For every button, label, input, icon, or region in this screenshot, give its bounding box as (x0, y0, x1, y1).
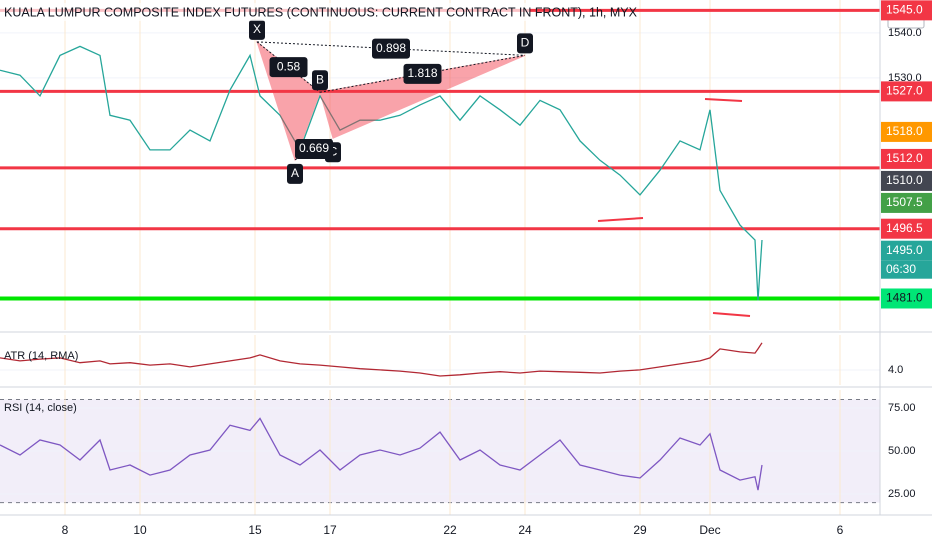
y-tick-label: 4.0 (888, 364, 903, 376)
ratio-box (403, 63, 442, 84)
series-line (0, 342, 763, 377)
x-tick-label: 17 (323, 523, 337, 537)
x-tick-label: 10 (133, 523, 147, 537)
y-tick-label: 50.00 (888, 445, 916, 457)
price-label-text: 1518.0 (886, 124, 923, 138)
pattern-label: X (253, 22, 261, 36)
price-label (881, 81, 932, 102)
ratio-box (372, 38, 410, 59)
series-line (0, 417, 763, 491)
x-tick-label: 8 (62, 523, 69, 537)
x-tick-label: 6 (837, 523, 844, 537)
pane-title: ATR (14, RMA) (4, 350, 78, 362)
pane-title: RSI (14, close) (4, 402, 77, 414)
price-label (881, 170, 932, 191)
pattern-point (249, 19, 265, 40)
chart-title: KUALA LUMPUR COMPOSITE INDEX FUTURES (CO… (4, 5, 638, 19)
pattern-label: D (521, 36, 530, 50)
price-label (881, 121, 932, 142)
price-label-text: 1507.5 (886, 195, 923, 209)
series-line (0, 45, 763, 301)
price-label-text: 1527.0 (886, 84, 923, 98)
price-label-text: 1510.0 (886, 173, 923, 187)
ratio-label: 0.669 (299, 141, 329, 155)
ratio-label: 1.818 (407, 66, 437, 80)
pattern-point (287, 163, 303, 184)
y-tick-label: 25.00 (888, 488, 916, 500)
countdown: 06:30 (886, 262, 916, 276)
pattern-dotted (256, 41, 526, 56)
drawing (712, 312, 751, 317)
x-tick-label: 15 (248, 523, 262, 537)
pattern-label: C (329, 144, 338, 158)
x-tick-label: 29 (633, 523, 647, 537)
price-label (881, 288, 932, 309)
y-tick-label: 1540.0 (888, 27, 922, 39)
x-tick-label: Dec (699, 523, 720, 537)
price-label-text: 1545.0 (886, 3, 923, 17)
x-tick-label: 24 (518, 523, 532, 537)
price-label-text: 1496.5 (886, 221, 923, 235)
ratio-box (269, 57, 308, 78)
drawing (704, 98, 743, 102)
title-bg (0, 3, 530, 21)
drawing (597, 217, 644, 222)
price-label-text: 1495.0 (886, 243, 923, 257)
pattern-point (517, 33, 533, 54)
price-label-text: 1481.0 (886, 291, 923, 305)
price-label (881, 192, 932, 213)
pattern-label: A (291, 166, 299, 180)
price-label (881, 218, 932, 239)
ratio-box (295, 139, 333, 160)
price-label-text: 1512.0 (886, 151, 923, 165)
price-label (881, 148, 932, 169)
ratio-label: 0.58 (277, 59, 301, 73)
y-tick-label: 1530.0 (888, 72, 922, 84)
ratio-label: 0.898 (376, 41, 406, 55)
x-tick-label: 22 (443, 523, 457, 537)
pattern-point (312, 70, 328, 91)
price-label (881, 0, 932, 21)
y-tick-label: 75.00 (888, 402, 916, 414)
price-label (881, 240, 932, 261)
pattern-label: B (316, 72, 324, 86)
countdown-bg (881, 260, 932, 279)
